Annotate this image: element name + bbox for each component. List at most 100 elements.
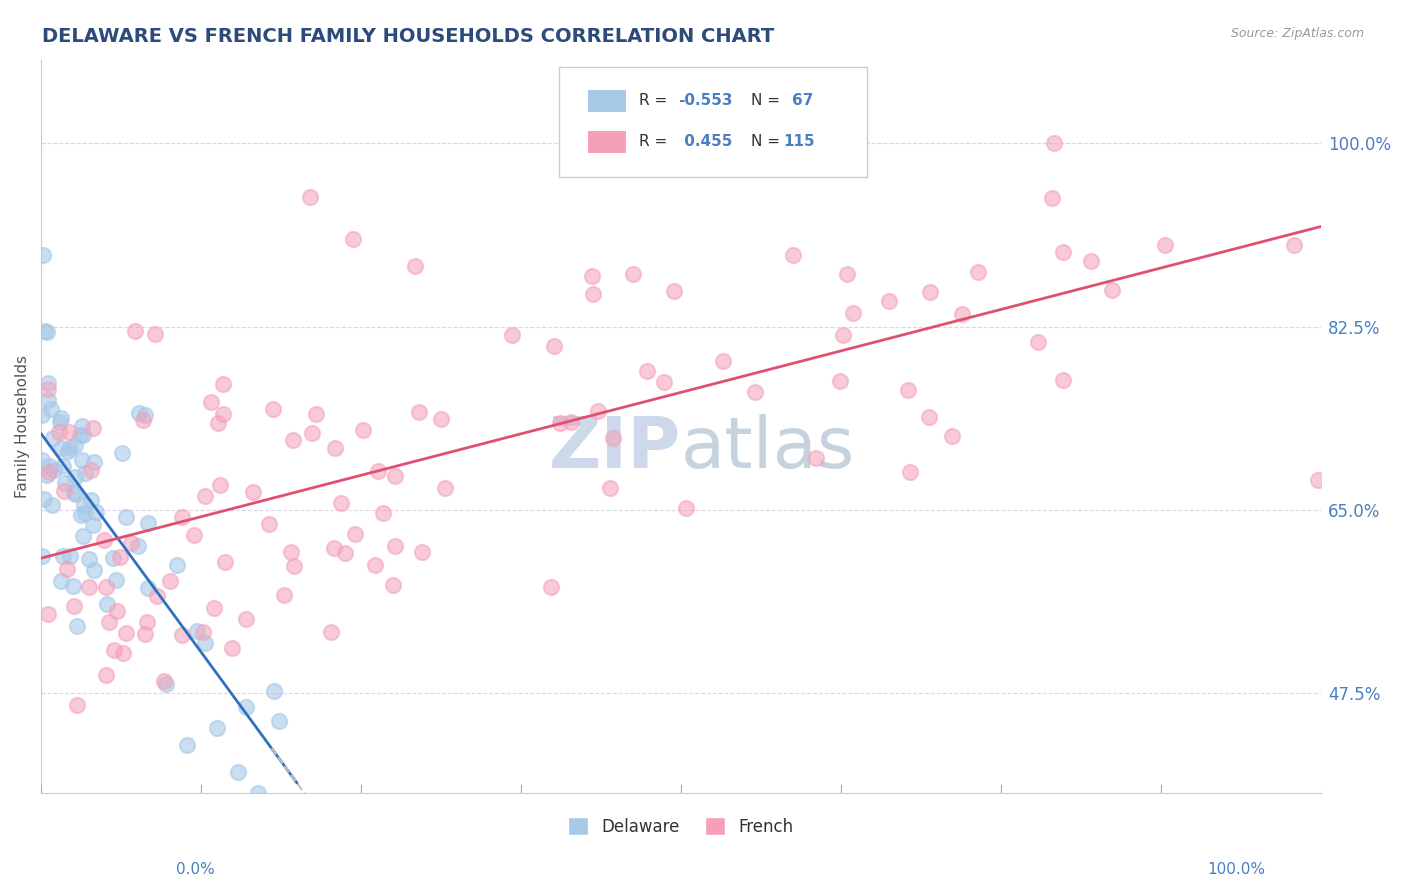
Point: [120, 536, 142, 550]
Point: [941, 429, 963, 443]
Point: [111, 646, 134, 660]
Point: [94, 580, 117, 594]
Point: [136, 516, 159, 531]
Point: [283, 558, 305, 573]
Text: 0.455: 0.455: [679, 134, 733, 149]
Point: [105, 604, 128, 618]
Bar: [588, 90, 626, 112]
Point: [1080, 254, 1102, 268]
Point: [1282, 237, 1305, 252]
Point: [77, 551, 100, 566]
Point: [66, 698, 89, 713]
Point: [72, 452, 94, 467]
Point: [159, 574, 181, 589]
Point: [39, 401, 62, 416]
Point: [108, 549, 131, 564]
Point: [166, 558, 188, 573]
Point: [897, 384, 920, 398]
Point: [211, 407, 233, 421]
Point: [214, 555, 236, 569]
Point: [59, 441, 82, 455]
Point: [675, 501, 697, 516]
Point: [37, 376, 59, 390]
Point: [898, 465, 921, 479]
Point: [1052, 244, 1074, 259]
Point: [115, 509, 138, 524]
Point: [170, 509, 193, 524]
Point: [82, 518, 104, 533]
Point: [31, 248, 53, 262]
Point: [323, 441, 346, 455]
Legend: Delaware, French: Delaware, French: [568, 817, 793, 836]
Text: R =: R =: [638, 93, 672, 108]
Point: [835, 267, 858, 281]
Point: [72, 529, 94, 543]
Point: [128, 406, 150, 420]
Point: [143, 326, 166, 341]
Point: [329, 496, 352, 510]
Text: 100.0%: 100.0%: [1208, 863, 1265, 877]
Point: [111, 445, 134, 459]
Point: [711, 354, 734, 368]
Point: [82, 421, 104, 435]
Point: [93, 533, 115, 547]
Point: [83, 563, 105, 577]
Point: [1042, 136, 1064, 151]
Point: [364, 558, 387, 572]
Point: [950, 307, 973, 321]
Point: [37, 607, 59, 621]
Point: [105, 573, 128, 587]
Point: [323, 541, 346, 555]
Point: [831, 327, 853, 342]
Point: [38, 465, 60, 479]
Text: 67: 67: [793, 93, 814, 108]
Point: [1052, 374, 1074, 388]
Point: [205, 721, 228, 735]
Point: [96, 597, 118, 611]
Point: [842, 306, 865, 320]
Point: [662, 284, 685, 298]
Point: [75, 467, 97, 481]
Text: N =: N =: [751, 134, 786, 149]
Point: [1101, 283, 1123, 297]
Point: [136, 615, 159, 629]
Point: [235, 699, 257, 714]
Text: 0.0%: 0.0%: [176, 863, 215, 877]
Point: [66, 619, 89, 633]
Point: [202, 600, 225, 615]
Point: [183, 527, 205, 541]
Point: [31, 408, 53, 422]
Point: [31, 452, 53, 467]
Point: [37, 392, 59, 407]
Point: [411, 545, 433, 559]
Point: [273, 588, 295, 602]
Point: [344, 526, 367, 541]
Point: [37, 382, 59, 396]
Point: [1153, 237, 1175, 252]
Point: [34, 324, 56, 338]
Point: [34, 491, 56, 506]
Point: [41, 498, 63, 512]
Point: [52, 549, 75, 563]
Point: [501, 328, 523, 343]
Point: [321, 625, 343, 640]
Point: [194, 636, 217, 650]
Point: [73, 498, 96, 512]
Point: [42, 463, 65, 477]
Point: [782, 248, 804, 262]
Point: [433, 481, 456, 495]
Point: [235, 612, 257, 626]
Point: [194, 489, 217, 503]
Point: [62, 579, 84, 593]
Point: [207, 417, 229, 431]
Point: [212, 377, 235, 392]
Point: [48, 415, 70, 429]
Point: [342, 232, 364, 246]
Point: [652, 376, 675, 390]
Point: [796, 136, 818, 151]
Point: [79, 463, 101, 477]
Point: [31, 549, 53, 563]
Point: [176, 738, 198, 752]
Point: [242, 485, 264, 500]
Point: [430, 412, 453, 426]
